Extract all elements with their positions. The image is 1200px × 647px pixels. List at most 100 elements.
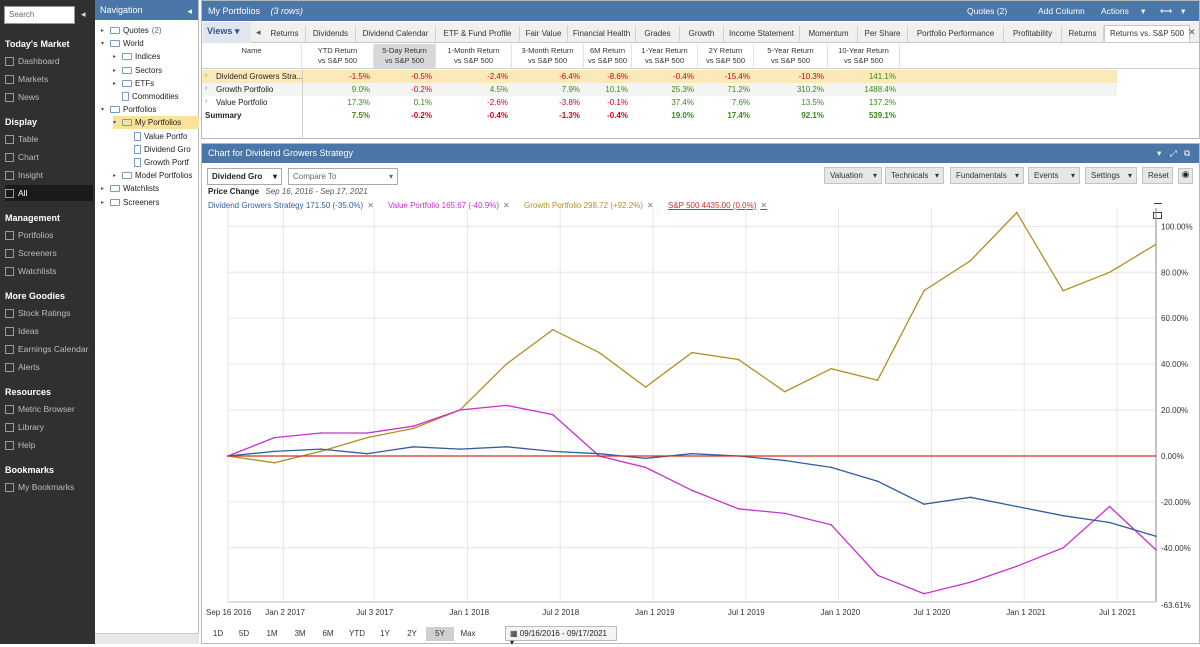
sidebar-item-my-bookmarks[interactable]: My Bookmarks bbox=[5, 479, 93, 495]
legend-entry-s-p-500[interactable]: S&P 500 4435.00 (0.0%) ✕ bbox=[668, 201, 767, 210]
range-button-1m[interactable]: 1M bbox=[266, 629, 278, 638]
column-header-6m-return[interactable]: 6M Return vs S&P 500 bbox=[584, 44, 632, 68]
date-range-picker[interactable]: ▦ 09/16/2016 - 09/17/2021 ▾ bbox=[505, 626, 617, 647]
remove-icon[interactable]: ✕ bbox=[646, 201, 654, 210]
minimize-chart-icon[interactable] bbox=[1154, 203, 1162, 204]
tree-item-my-portfolios[interactable]: ▾ My Portfolios bbox=[113, 116, 199, 130]
sidebar-item-stock-ratings[interactable]: Stock Ratings bbox=[5, 305, 93, 321]
compare-to-select[interactable]: Compare To ▾ bbox=[288, 168, 398, 185]
collapse-icon[interactable]: ◂ bbox=[81, 9, 86, 19]
expand-toggle-icon[interactable]: ▸ bbox=[113, 173, 117, 180]
tabs-scroll-left-icon[interactable]: ◂ bbox=[256, 27, 261, 37]
range-button-1d[interactable]: 1D bbox=[212, 629, 224, 638]
tree-item-watchlists[interactable]: ▸ Watchlists bbox=[101, 182, 159, 195]
camera-icon[interactable]: ◉ bbox=[1178, 168, 1193, 184]
expand-toggle-icon[interactable]: ▾ bbox=[101, 107, 105, 114]
tab-grades[interactable]: Grades bbox=[636, 26, 680, 43]
summary-row[interactable]: Summary 7.5% -0.2% -0.4% -1.3% -0.4% 19.0% 17.4… bbox=[202, 109, 1117, 122]
tree-item-indices[interactable]: ▸ Indices bbox=[113, 50, 160, 63]
tab-dividend-calendar[interactable]: Dividend Calendar bbox=[356, 26, 436, 43]
column-header-2y-return[interactable]: 2Y Return vs S&P 500 bbox=[698, 44, 754, 68]
price-chart[interactable]: Sep 16 2016 Jan 2 2017 Jul 3 2017 Jan 1 201… bbox=[202, 208, 1199, 626]
remove-icon[interactable]: ✕ bbox=[503, 201, 510, 210]
tab-momentum[interactable]: Momentum bbox=[800, 26, 858, 43]
tab-profitability[interactable]: Profitability bbox=[1004, 26, 1062, 43]
range-button-ytd[interactable]: YTD bbox=[349, 629, 365, 638]
sidebar-item-dashboard[interactable]: Dashboard bbox=[5, 53, 93, 69]
expand-toggle-icon[interactable]: ▸ bbox=[113, 54, 117, 61]
tree-item-portfolios[interactable]: ▾ Portfolios bbox=[101, 103, 156, 116]
collapse-navigation-icon[interactable]: ◂ bbox=[187, 6, 192, 16]
tree-item-world[interactable]: ▾ World bbox=[101, 37, 144, 50]
sidebar-item-alerts[interactable]: Alerts bbox=[5, 359, 93, 375]
tab-per-share[interactable]: Per Share bbox=[858, 26, 908, 43]
sidebar-item-ideas[interactable]: Ideas bbox=[5, 323, 93, 339]
expand-toggle-icon[interactable]: ▸ bbox=[101, 28, 105, 34]
quotes-button[interactable]: Quotes (2) bbox=[967, 6, 1008, 16]
sidebar-item-screeners[interactable]: Screeners bbox=[5, 245, 93, 261]
tree-item-etfs[interactable]: ▸ ETFs bbox=[113, 77, 154, 90]
tab-etf-fund-profile[interactable]: ETF & Fund Profile bbox=[436, 26, 520, 43]
technicals-button[interactable]: Technicals ▾ bbox=[885, 167, 944, 184]
sidebar-item-markets[interactable]: Markets bbox=[5, 71, 93, 87]
expand-toggle-icon[interactable]: ▸ bbox=[101, 186, 105, 193]
table-row[interactable]: › Value Portfolio 17.3% 0.1% -2.6% -3.8% -0.1%… bbox=[202, 96, 1117, 109]
navigation-scrollbar[interactable] bbox=[95, 633, 199, 644]
expand-toggle-icon[interactable]: ▾ bbox=[113, 120, 117, 127]
sidebar-item-library[interactable]: Library bbox=[5, 419, 93, 435]
valuation-button[interactable]: Valuation ▾ bbox=[824, 167, 882, 184]
settings-button[interactable]: Settings ▾ bbox=[1085, 167, 1137, 184]
sidebar-item-help[interactable]: Help bbox=[5, 437, 93, 453]
tab-portfolio-performance[interactable]: Portfolio Performance bbox=[908, 26, 1004, 43]
column-header-ytd-return[interactable]: YTD Return vs S&P 500 bbox=[302, 44, 374, 68]
range-button-2y[interactable]: 2Y bbox=[407, 629, 417, 638]
tree-item-quotes[interactable]: ▸ Quotes (2) bbox=[101, 24, 162, 37]
range-button-max[interactable]: Max bbox=[460, 629, 476, 638]
tab-income-statement[interactable]: Income Statement bbox=[724, 26, 800, 43]
tab-financial-health[interactable]: Financial Health bbox=[568, 26, 636, 43]
tree-item-model-portfolios[interactable]: ▸ Model Portfolios bbox=[113, 169, 192, 182]
search-input[interactable]: Search bbox=[4, 6, 75, 24]
tab-returns[interactable]: Returns bbox=[264, 26, 306, 43]
collapse-chart-icon[interactable]: ▾ bbox=[1157, 148, 1162, 158]
tree-item-screeners[interactable]: ▸ Screeners bbox=[101, 196, 159, 209]
tabs-scroll-right-icon[interactable]: ✕ bbox=[1188, 27, 1196, 37]
tree-item-sectors[interactable]: ▸ Sectors bbox=[113, 64, 162, 77]
sidebar-item-news[interactable]: News bbox=[5, 89, 93, 105]
expand-icon[interactable]: ⤢ bbox=[1170, 148, 1177, 158]
reset-button[interactable]: Reset bbox=[1142, 167, 1173, 184]
row-expand-icon[interactable]: › bbox=[205, 72, 208, 79]
remove-icon[interactable]: ✕ bbox=[367, 201, 374, 210]
sidebar-item-all[interactable]: All bbox=[5, 185, 93, 201]
sidebar-item-portfolios[interactable]: Portfolios bbox=[5, 227, 93, 243]
expand-toggle-icon[interactable]: ▸ bbox=[113, 67, 117, 74]
tab-returns[interactable]: Returns bbox=[1062, 26, 1104, 43]
column-header-1-year-return[interactable]: 1-Year Return vs S&P 500 bbox=[632, 44, 698, 68]
actions-button[interactable]: Actions bbox=[1101, 6, 1129, 16]
maximize-chart-icon[interactable] bbox=[1153, 212, 1162, 219]
tree-item-dividend-gro[interactable]: Dividend Gro bbox=[125, 143, 191, 156]
events-button[interactable]: Events ▾ bbox=[1028, 167, 1080, 184]
expand-toggle-icon[interactable]: ▸ bbox=[113, 80, 117, 87]
column-header-10-year-return[interactable]: 10-Year Return vs S&P 500 bbox=[828, 44, 900, 68]
symbol-select[interactable]: Dividend Gro ▾ bbox=[207, 168, 282, 185]
column-header-3-month-return[interactable]: 3-Month Return vs S&P 500 bbox=[512, 44, 584, 68]
tree-item-commodities[interactable]: Commodities bbox=[113, 90, 179, 103]
tree-item-value-portfo[interactable]: Value Portfo bbox=[125, 130, 187, 143]
fundamentals-button[interactable]: Fundamentals ▾ bbox=[950, 167, 1024, 184]
expand-toggle-icon[interactable]: ▾ bbox=[101, 41, 105, 48]
series-line-dividend-growers-strategy[interactable] bbox=[227, 446, 1157, 537]
column-header-5-year-return[interactable]: 5-Year Return vs S&P 500 bbox=[754, 44, 828, 68]
tab-dividends[interactable]: Dividends bbox=[306, 26, 356, 43]
remove-icon[interactable]: ✕ bbox=[760, 201, 768, 210]
views-button[interactable]: Views ▾ bbox=[203, 22, 251, 43]
range-button-1y[interactable]: 1Y bbox=[380, 629, 390, 638]
range-button-6m[interactable]: 6M bbox=[322, 629, 334, 638]
tab-growth[interactable]: Growth bbox=[680, 26, 724, 43]
collapse-panel-icon[interactable]: ▾ bbox=[1181, 6, 1186, 16]
tab-returns-vs-s-p-500[interactable]: Returns vs. S&P 500 bbox=[1104, 25, 1190, 42]
range-button-3m[interactable]: 3M bbox=[294, 629, 306, 638]
range-button-5y[interactable]: 5Y bbox=[426, 627, 454, 641]
tree-item-growth-portf[interactable]: Growth Portf bbox=[125, 156, 189, 169]
expand-horizontal-icon[interactable]: ⟷ bbox=[1160, 6, 1173, 16]
